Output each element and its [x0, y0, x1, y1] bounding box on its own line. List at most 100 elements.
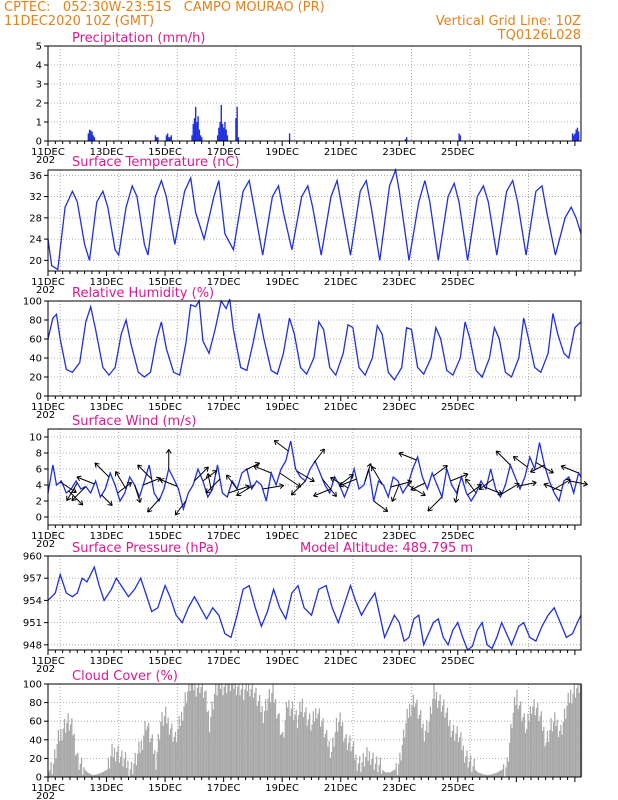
panel-5-xtick-label-3: 17DEC [207, 656, 241, 667]
panel-6-cloud-bar-224 [321, 721, 323, 777]
panel-1-xtick-label-3: 17DEC [207, 147, 241, 158]
panel-4-ytick-label-3: 6 [36, 465, 42, 476]
panel-6-cloud-bar-233 [332, 737, 334, 777]
panel-6-cloud-bar-356 [482, 774, 484, 777]
panel-3-title: Relative Humidity (%) [72, 286, 214, 301]
panel-6-cloud-bar-132 [208, 732, 211, 777]
panel-1-ytick-label-3: 3 [36, 80, 42, 91]
panel-1-bar-45 [577, 131, 580, 141]
panel-1-bar-28 [223, 127, 225, 141]
wind-arrow-35 [338, 478, 357, 488]
panel-6-cloud-bar-266 [372, 752, 374, 777]
panel-6-cloud-bar-336 [457, 742, 460, 777]
panel-6-cloud-bar-169 [254, 692, 256, 777]
panel-6-cloud-bar-73 [137, 753, 139, 777]
panel-5-xtick-label-6: 23DEC [382, 656, 416, 667]
panel-6-cloud-bar-340 [462, 745, 464, 777]
panel-5-series-line [47, 565, 582, 652]
panel-6-cloud-bar-199 [290, 708, 292, 777]
panel-6-cloud-bar-231 [329, 757, 331, 777]
panel-6-cloud-bar-43 [100, 772, 102, 777]
panel-5-title: Surface Pressure (hPa) [72, 541, 219, 556]
panel-6-cloud-bar-196 [287, 707, 289, 777]
panel-6-cloud-bar-327 [446, 707, 449, 777]
panel-6-cloud-bar-163 [246, 691, 249, 777]
panel-4-ytick-label-0: 0 [36, 513, 42, 524]
panel-6-cloud-bar-430 [572, 693, 574, 777]
panel-6-cloud-bar-83 [149, 742, 151, 777]
panel-6-ytick-label-4: 80 [29, 698, 42, 709]
panel-6-cloud-bar-408 [545, 742, 547, 777]
wind-arrow-0 [59, 481, 77, 493]
panel-2-xtick-label-0: 11DEC [31, 277, 65, 288]
panel-6-cloud-bar-407 [544, 746, 546, 777]
panel-1-bar-5 [93, 137, 96, 141]
panel-6-cloud-bar-227 [324, 733, 327, 777]
panel-1-xtick-label-7: 25DEC [441, 147, 475, 158]
panel-6-cloud-bar-82 [148, 722, 150, 777]
panel-6-cloud-bar-108 [179, 726, 181, 777]
panel-6-cloud-bar-179 [266, 710, 268, 777]
panel-6-cloud-bar-300 [413, 706, 416, 777]
panel-6-cloud-bar-414 [552, 722, 555, 777]
panel-6-cloud-bar-329 [449, 719, 451, 777]
panel-6-cloud-bar-205 [298, 715, 300, 777]
panel-3-frame [47, 300, 582, 397]
panel-6-cloud-bar-103 [173, 736, 175, 777]
panel-6-cloud-bar-124 [199, 693, 201, 777]
panel-6-cloud-bar-84 [150, 738, 152, 777]
panel-1-bar-0 [87, 133, 90, 141]
panel-6-cloud-bar-9 [58, 741, 61, 777]
panel-6-cloud-bar-433 [576, 688, 578, 777]
panel-6-cloud-bar-286 [396, 775, 399, 777]
panel-6-cloud-bar-130 [206, 712, 208, 777]
panel-6-cloud-bar-354 [479, 773, 482, 777]
panel-6-cloud-bar-221 [317, 713, 319, 777]
panel-6-cloud-bar-45 [102, 771, 105, 777]
panel-6-cloud-bar-186 [274, 698, 277, 777]
panel-6-cloud-bar-22 [74, 755, 77, 777]
panel-6-cloud-bar-94 [162, 725, 164, 777]
panel-6-cloud-bar-88 [155, 769, 157, 777]
panel-6-cloud-bar-153 [234, 684, 236, 777]
panel-4-xtick-label-6: 23DEC [382, 531, 416, 542]
wind-arrow-53 [495, 450, 511, 466]
panel-6-cloud-bar-222 [318, 708, 321, 777]
panel-6-cloud-bar-331 [451, 730, 453, 777]
panel-2-xtick-year: 202 [36, 285, 55, 296]
panel-6-cloud-bar-52 [111, 743, 113, 777]
panel-6-cloud-bar-61 [122, 766, 124, 777]
wind-arrow-61 [560, 464, 579, 474]
wind-arrow-50 [484, 486, 503, 496]
panel-1-bar-43 [575, 129, 577, 141]
panel-6-cloud-bar-288 [399, 752, 401, 777]
panel-6-cloud-bar-16 [67, 713, 69, 777]
panel-6-cloud-bar-218 [313, 721, 316, 777]
panel-6-cloud-bar-154 [235, 695, 238, 777]
panel-6-ytick-label-1: 20 [29, 754, 42, 765]
panel-1-bar-24 [218, 127, 220, 141]
panel-6-cloud-bar-98 [167, 717, 169, 777]
panel-1-ytick-label-0: 0 [36, 137, 42, 148]
wind-arrow-3 [71, 486, 87, 502]
panel-6-cloud-bar-173 [259, 694, 261, 777]
panel-3-ytick-label-4: 80 [29, 316, 42, 327]
panel-6-cloud-bar-377 [507, 761, 510, 777]
panel-6-cloud-bar-77 [141, 749, 144, 777]
panel-6-cloud-bar-306 [421, 728, 423, 777]
panel-2-xtick-label-4: 19DEC [265, 277, 299, 288]
panel-6-xtick-year: 202 [36, 791, 55, 800]
panel-3-xtick-label-0: 11DEC [31, 402, 65, 413]
panel-6-cloud-bar-120 [194, 684, 196, 777]
panel-6-cloud-bar-276 [384, 772, 386, 777]
panel-6-cloud-bar-29 [83, 767, 85, 777]
panel-6-cloud-bar-10 [60, 729, 62, 777]
panel-6-cloud-bar-188 [277, 714, 279, 777]
panel-6-cloud-bar-141 [219, 688, 222, 777]
panel-1-bar-2 [90, 130, 92, 141]
wind-arrow-28 [296, 470, 315, 483]
panel-5-ytick-label-4: 960 [23, 552, 42, 563]
panel-3-ytick-label-2: 40 [29, 354, 42, 365]
panel-6-cloud-bar-228 [326, 729, 328, 777]
panel-6-cloud-bar-270 [377, 772, 379, 777]
